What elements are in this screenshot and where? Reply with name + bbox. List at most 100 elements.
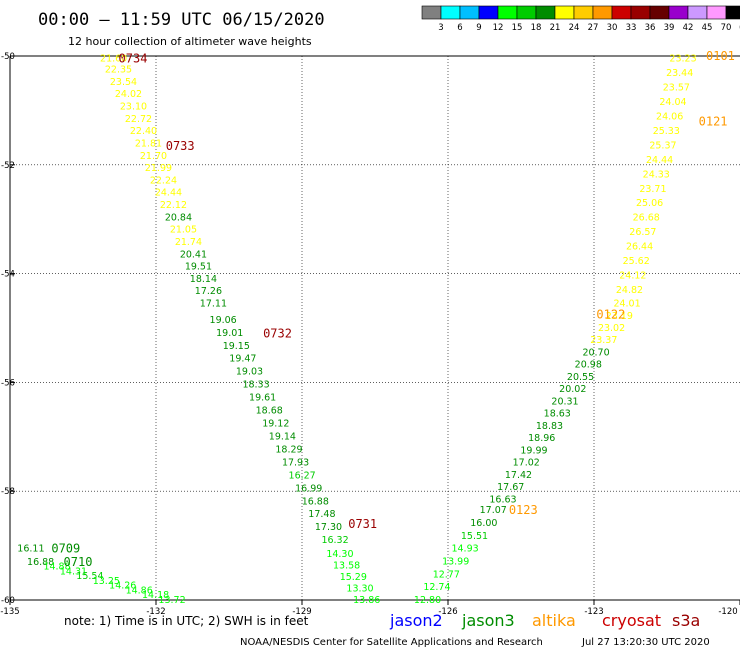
legend-label: 27 xyxy=(588,23,599,33)
wave-height-value: 13.99 xyxy=(442,557,469,568)
wave-height-value: 19.06 xyxy=(210,315,237,326)
wave-height-value: 23.23 xyxy=(669,54,696,65)
satellite-cryosat: cryosat xyxy=(602,611,661,630)
wave-height-value: 16.88 xyxy=(302,496,329,507)
legend-swatch xyxy=(706,5,727,20)
wave-height-value: 24.33 xyxy=(643,169,670,180)
legend-label: 33 xyxy=(626,23,637,33)
lat-tick-label: -56 xyxy=(1,378,15,388)
satellite-jason2: jason2 xyxy=(389,611,443,630)
wave-height-value: 15.54 xyxy=(76,571,103,582)
pass-time-label: 0734 xyxy=(119,52,148,66)
wave-height-value: 13.72 xyxy=(158,595,185,606)
wave-height-value: 21.70 xyxy=(140,151,167,162)
legend-label: 15 xyxy=(512,23,523,33)
pass-time-label: 0122 xyxy=(596,307,625,321)
wave-height-value: 20.98 xyxy=(575,360,602,371)
wave-height-value: 15.51 xyxy=(461,531,488,542)
legend-swatch xyxy=(611,5,632,20)
legend-label: 3 xyxy=(438,23,443,33)
legend-swatch xyxy=(421,5,442,20)
pass-time-label: 0709 xyxy=(51,541,80,555)
legend-swatch xyxy=(725,5,740,20)
legend-swatch xyxy=(668,5,689,20)
wave-height-value: 24.82 xyxy=(616,285,643,296)
legend-label: 42 xyxy=(683,23,694,33)
wave-height-value: 19.15 xyxy=(223,341,250,352)
wave-height-value: 23.10 xyxy=(120,102,147,113)
legend-label: 9 xyxy=(476,23,481,33)
legend-label: 39 xyxy=(664,23,675,33)
legend-label: 24 xyxy=(569,23,580,33)
wave-height-value: 21.05 xyxy=(170,225,197,236)
wave-height-value: 23.02 xyxy=(598,323,625,334)
wave-height-value: 25.37 xyxy=(649,140,676,151)
wave-height-value: 23.44 xyxy=(666,68,693,79)
legend-label: 12 xyxy=(493,23,504,33)
pass-0121: 23.23 23.44 23.57 24.04 24.06 25.33 25.37 24.44… xyxy=(616,54,728,296)
legend-swatch xyxy=(516,5,537,20)
wave-height-value: 25.33 xyxy=(653,126,680,137)
wave-height-value: 20.41 xyxy=(180,249,207,260)
wave-height-value: 14.86 xyxy=(126,585,153,596)
wave-height-value: 26.57 xyxy=(629,227,656,238)
wave-height-value: 16.99 xyxy=(295,483,322,494)
legend-swatch xyxy=(592,5,613,20)
pass-0101: 20.3320.418.0101 xyxy=(706,49,735,63)
wave-height-value: 18.29 xyxy=(275,444,302,455)
wave-height-value: 19.12 xyxy=(262,419,289,430)
wave-height-value: 17.26 xyxy=(195,286,222,297)
wave-height-value: 16.27 xyxy=(289,470,316,481)
legend-label: 36 xyxy=(645,23,656,33)
legend-label: 18 xyxy=(531,23,542,33)
pass-0709: 16.11 0709 xyxy=(17,541,80,555)
satellite-tracks: 21.60073422.3523.5424.0223.1022.7222.402… xyxy=(17,49,735,606)
legend-swatch xyxy=(554,5,575,20)
pass-time-label: 0121 xyxy=(699,114,728,128)
lat-tick-label: -58 xyxy=(1,487,15,497)
wave-height-value: 23.54 xyxy=(110,77,137,88)
wave-height-value: 22.12 xyxy=(160,200,187,211)
wave-height-value: 23.57 xyxy=(663,83,690,94)
wave-height-value: 19.47 xyxy=(229,354,256,365)
wave-height-value: 17.11 xyxy=(200,299,227,310)
wave-height-value: 25.06 xyxy=(636,198,663,209)
wave-height-value: 17.30 xyxy=(315,522,342,533)
wave-height-value: 20.02 xyxy=(559,384,586,395)
map-subtitle: 12 hour collection of altimeter wave hei… xyxy=(68,35,312,48)
satellite-key: jason2 jason3 altika cryosat s3a xyxy=(389,611,700,630)
legend-swatch xyxy=(687,5,708,20)
wave-height-value: 18.96 xyxy=(528,433,555,444)
wave-height-value: 24.04 xyxy=(659,97,686,108)
wave-height-value: 17.42 xyxy=(505,470,532,481)
pass-time-label: 0732 xyxy=(263,326,292,340)
wave-height-value: 24.44 xyxy=(155,188,182,199)
wave-height-value: 22.24 xyxy=(150,175,177,186)
pass-time-label: 0101 xyxy=(706,49,735,63)
wave-height-value: 18.63 xyxy=(544,409,571,420)
wave-height-value: 15.29 xyxy=(340,572,367,583)
wave-height-value: 24.06 xyxy=(656,112,683,123)
pass-time-label: 0710 xyxy=(64,555,93,569)
legend-label: 70 xyxy=(721,23,732,33)
wave-height-value: 14.30 xyxy=(326,549,353,560)
pass-0710: 16.8814.8814.3115.5413.2514.2614.8614.18… xyxy=(27,555,186,606)
wave-height-value: 25.62 xyxy=(623,256,650,267)
wave-height-value: 22.35 xyxy=(105,65,132,76)
wave-height-value: 22.72 xyxy=(125,114,152,125)
wave-height-value: 13.86 xyxy=(353,595,380,606)
satellite-jason3: jason3 xyxy=(461,611,515,630)
wave-height-value: 20.31 xyxy=(551,396,578,407)
wave-height-value: 12.77 xyxy=(433,569,460,580)
wave-height-value: 12.80 xyxy=(414,595,441,606)
wave-height-value: 19.01 xyxy=(216,328,243,339)
legend-label: 45 xyxy=(702,23,713,33)
satellite-s3a: s3a xyxy=(672,611,700,630)
wave-height-value: 18.33 xyxy=(242,380,269,391)
legend-swatch xyxy=(649,5,670,20)
wave-height-value: 19.51 xyxy=(185,262,212,273)
